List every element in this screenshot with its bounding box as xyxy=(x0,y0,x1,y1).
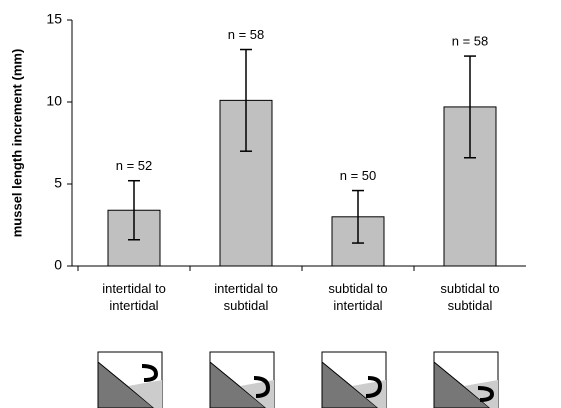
x-tick-label: subtidal to subtidal xyxy=(440,281,500,313)
y-tick-label: 5 xyxy=(54,175,62,191)
x-tick-label: intertidal to intertidal xyxy=(102,281,166,313)
y-axis-label: mussel length increment (mm) xyxy=(9,49,24,238)
annotation: n = 58 xyxy=(452,34,489,49)
y-tick-label: 15 xyxy=(46,11,62,27)
annotation: n = 52 xyxy=(116,158,153,173)
error-bar xyxy=(464,55,476,159)
x-tick-label: subtidal to intertidal xyxy=(328,281,388,313)
annotation: n = 50 xyxy=(340,168,377,183)
error-bar xyxy=(352,189,364,244)
y-tick-label: 10 xyxy=(46,93,62,109)
y-tick-label: 0 xyxy=(54,257,62,273)
error-bar xyxy=(128,179,140,241)
annotation: n = 58 xyxy=(228,27,265,42)
x-tick-label: intertidal to subtidal xyxy=(214,281,278,313)
error-bar xyxy=(240,48,252,152)
icons xyxy=(97,351,499,408)
